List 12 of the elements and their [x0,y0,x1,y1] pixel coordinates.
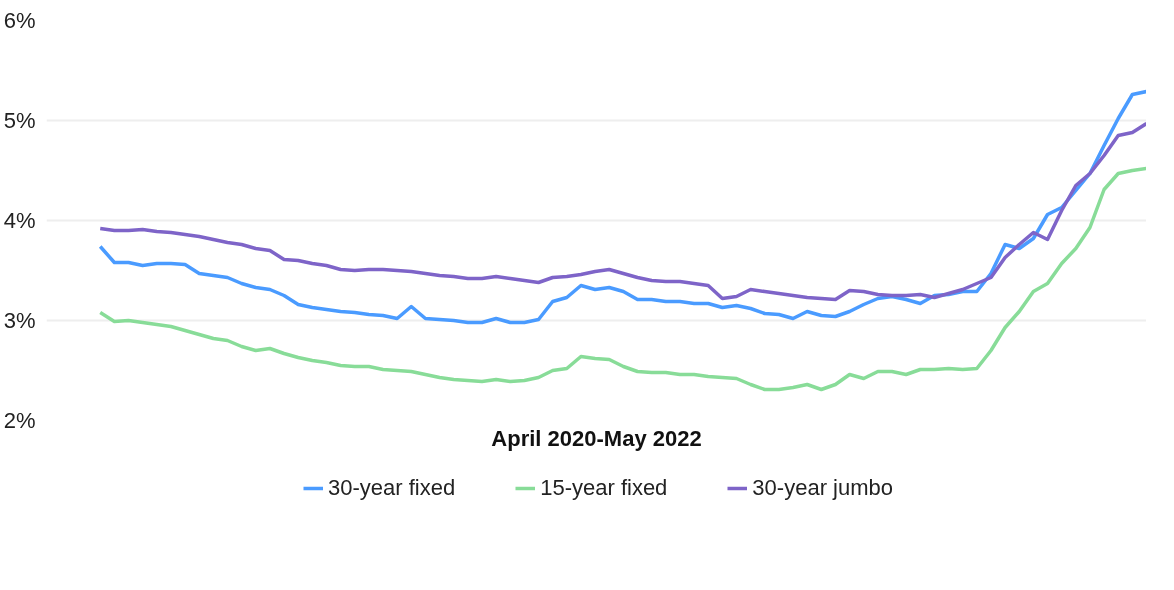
x-axis-title: April 2020-May 2022 [491,425,702,451]
line-series [98,89,1146,325]
y-tick-label: 3% [3,308,36,333]
legend-label: 15-year fixed [540,475,668,501]
line-series [98,121,1146,302]
line-series [98,166,1146,392]
legend-label: 30-year jumbo [752,475,894,501]
y-tick-label: 2% [3,408,36,433]
y-tick-label: 5% [3,108,36,133]
y-tick-label: 6% [3,8,36,33]
y-tick-label: 4% [3,208,36,233]
legend-label: 30-year fixed [327,475,456,501]
